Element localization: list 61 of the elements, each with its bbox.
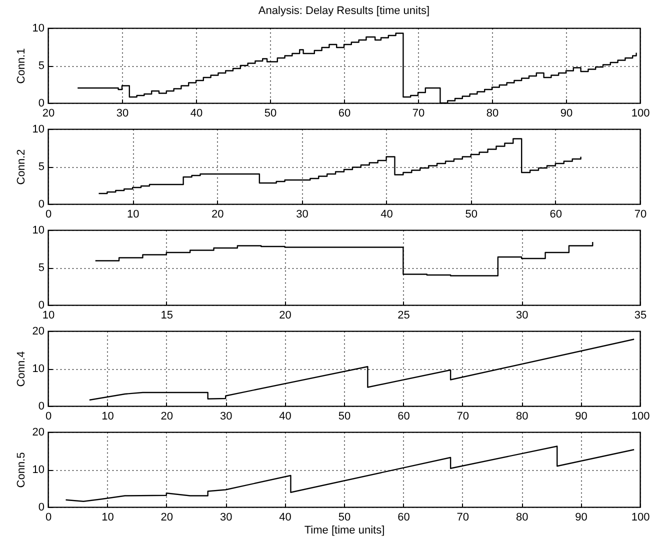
x-tick-label: 40 xyxy=(190,108,203,120)
x-tick-label: 10 xyxy=(102,512,114,524)
x-tick-label: 60 xyxy=(550,208,562,220)
x-tick-label: 30 xyxy=(516,310,528,322)
x-tick-label: 10 xyxy=(102,410,114,422)
x-tick-label: 100 xyxy=(631,108,650,120)
x-tick-label: 60 xyxy=(398,512,410,524)
x-tick-label: 50 xyxy=(465,208,478,220)
x-tick-label: 100 xyxy=(631,410,650,422)
y-tick-label: 20 xyxy=(32,326,44,338)
y-tick-label: 0 xyxy=(38,198,44,210)
y-axis-title: Conn.5 xyxy=(15,452,28,488)
x-tick-label: 40 xyxy=(380,208,393,220)
x-tick-label: 40 xyxy=(279,512,292,524)
y-tick-label: 0 xyxy=(38,300,44,312)
y-tick-label: 10 xyxy=(32,124,44,136)
x-tick-label: 90 xyxy=(560,108,573,120)
y-tick-label: 5 xyxy=(38,60,44,72)
y-tick-label: 5 xyxy=(38,262,44,274)
x-tick-label: 25 xyxy=(398,310,410,322)
x-tick-label: 50 xyxy=(264,108,277,120)
x-tick-label: 50 xyxy=(338,410,351,422)
x-tick-label: 60 xyxy=(398,410,410,422)
x-tick-label: 90 xyxy=(575,512,588,524)
x-tick-label: 60 xyxy=(338,108,351,120)
x-tick-label: 30 xyxy=(220,512,232,524)
y-axis-title: Conn.2 xyxy=(15,149,28,185)
x-tick-label: 70 xyxy=(456,512,470,524)
x-tick-label: 30 xyxy=(296,208,308,220)
x-tick-label: 20 xyxy=(212,208,224,220)
y-tick-label: 10 xyxy=(32,464,44,476)
y-axis-title: Conn.1 xyxy=(15,48,28,84)
y-tick-label: 0 xyxy=(38,98,44,110)
x-tick-label: 10 xyxy=(126,208,140,220)
x-tick-label: 50 xyxy=(338,512,351,524)
y-tick-label: 5 xyxy=(38,161,44,173)
x-tick-label: 70 xyxy=(456,410,470,422)
x-tick-label: 30 xyxy=(116,108,129,120)
x-tick-label: 20 xyxy=(160,410,174,422)
y-tick-label: 10 xyxy=(32,224,44,236)
y-tick-label: 10 xyxy=(32,363,44,375)
x-tick-label: 35 xyxy=(634,310,647,322)
x-tick-label: 20 xyxy=(160,512,174,524)
y-tick-label: 10 xyxy=(32,22,44,34)
x-tick-label: 70 xyxy=(634,208,647,220)
x-tick-label: 100 xyxy=(631,512,650,524)
y-axis-title: Conn.4 xyxy=(15,351,28,387)
x-axis-title: Time [time units] xyxy=(304,524,385,536)
x-tick-label: 40 xyxy=(279,410,292,422)
x-tick-label: 80 xyxy=(516,410,528,422)
x-tick-label: 15 xyxy=(160,310,174,322)
y-tick-label: 0 xyxy=(38,400,44,412)
x-tick-label: 80 xyxy=(486,108,499,120)
x-tick-label: 80 xyxy=(516,512,528,524)
x-tick-label: 70 xyxy=(412,108,425,120)
y-tick-label: 0 xyxy=(38,502,44,514)
y-tick-label: 20 xyxy=(32,426,44,438)
x-tick-label: 90 xyxy=(575,410,588,422)
chart-title: Analysis: Delay Results [time units] xyxy=(258,5,430,17)
x-tick-label: 20 xyxy=(279,310,292,322)
x-tick-label: 30 xyxy=(220,410,232,422)
